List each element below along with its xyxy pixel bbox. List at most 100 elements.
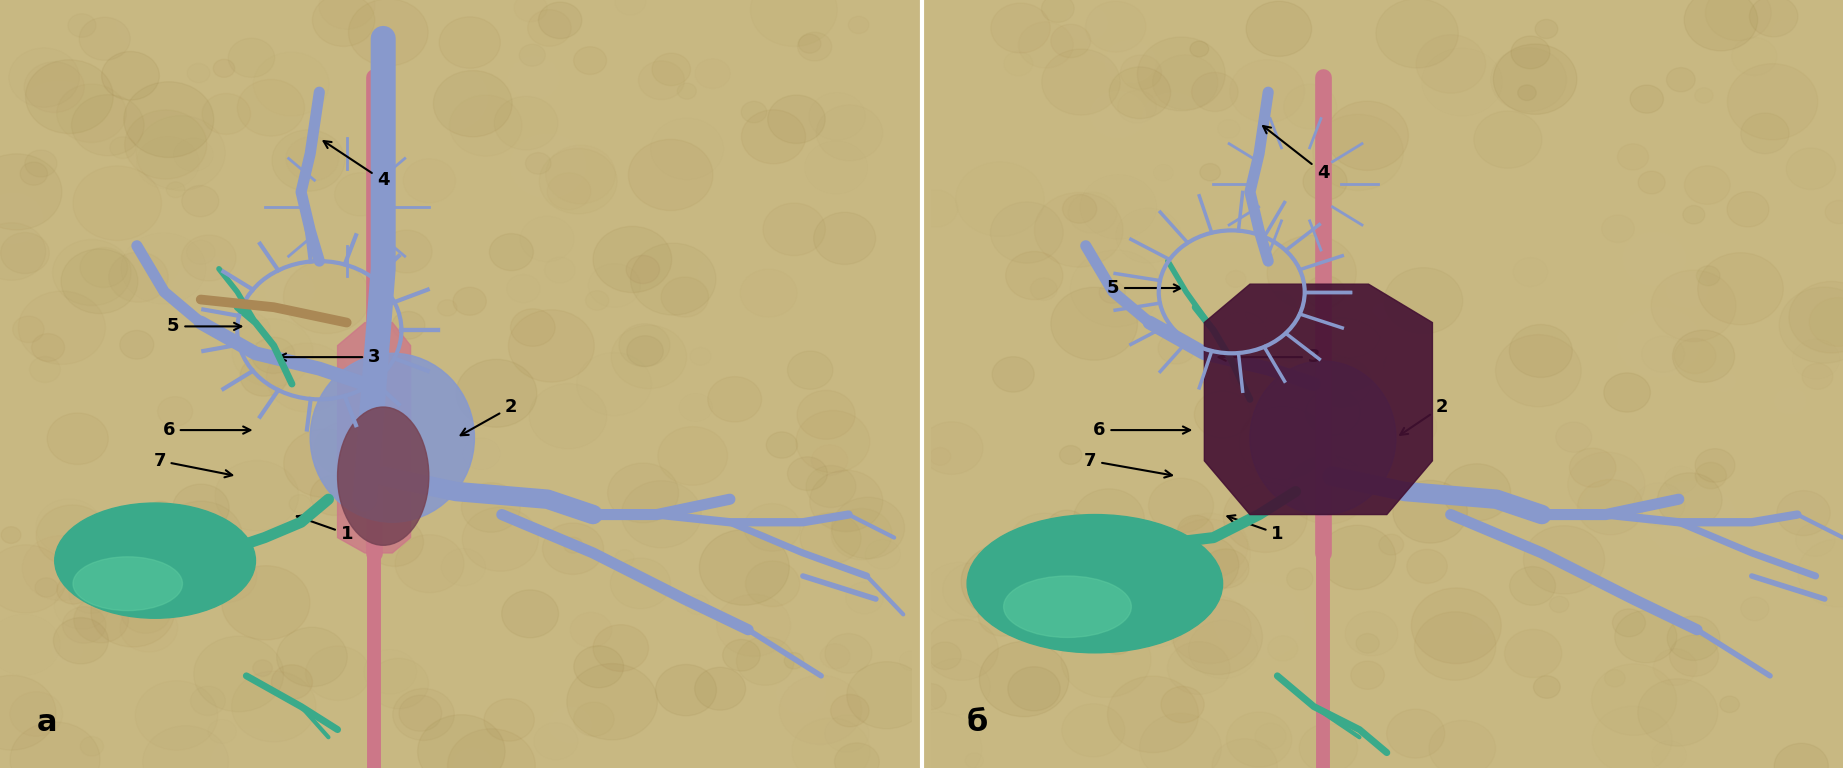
Circle shape xyxy=(1616,307,1701,377)
Circle shape xyxy=(170,257,258,331)
Circle shape xyxy=(1224,482,1307,552)
Circle shape xyxy=(1106,41,1156,83)
Circle shape xyxy=(708,376,761,422)
Circle shape xyxy=(1406,549,1447,584)
Text: 5: 5 xyxy=(168,317,241,336)
Circle shape xyxy=(1613,609,1646,637)
Circle shape xyxy=(1277,339,1303,362)
Circle shape xyxy=(1570,449,1616,487)
Circle shape xyxy=(313,422,378,475)
Circle shape xyxy=(769,95,826,144)
Circle shape xyxy=(1377,0,1458,68)
Circle shape xyxy=(1320,525,1395,590)
Text: 2: 2 xyxy=(461,398,518,435)
Circle shape xyxy=(741,110,805,164)
Circle shape xyxy=(649,553,686,584)
Circle shape xyxy=(682,259,704,276)
Circle shape xyxy=(265,270,315,311)
Text: 7: 7 xyxy=(1084,452,1172,478)
Circle shape xyxy=(74,546,120,586)
Circle shape xyxy=(1034,28,1067,57)
Text: 3: 3 xyxy=(278,348,380,366)
Circle shape xyxy=(252,660,273,677)
Circle shape xyxy=(630,276,680,318)
Circle shape xyxy=(992,356,1034,392)
Circle shape xyxy=(1200,164,1220,181)
Circle shape xyxy=(698,529,789,605)
Circle shape xyxy=(652,53,691,85)
Circle shape xyxy=(662,277,710,317)
Circle shape xyxy=(1108,581,1185,646)
Circle shape xyxy=(1578,479,1644,535)
Circle shape xyxy=(776,672,826,713)
Circle shape xyxy=(1583,471,1673,546)
Circle shape xyxy=(969,81,1001,108)
Circle shape xyxy=(1051,25,1091,58)
Text: 4: 4 xyxy=(324,141,389,190)
Circle shape xyxy=(509,57,560,100)
Circle shape xyxy=(1386,709,1445,758)
Circle shape xyxy=(628,140,713,210)
Circle shape xyxy=(1213,207,1255,243)
Circle shape xyxy=(534,493,592,541)
Circle shape xyxy=(695,667,746,710)
Circle shape xyxy=(1504,629,1561,677)
Circle shape xyxy=(979,594,1028,636)
Circle shape xyxy=(90,577,175,647)
Circle shape xyxy=(831,694,870,727)
Circle shape xyxy=(1771,20,1802,45)
Circle shape xyxy=(52,638,83,664)
Text: 6: 6 xyxy=(1093,421,1191,439)
Ellipse shape xyxy=(55,503,256,618)
Circle shape xyxy=(568,664,658,740)
Circle shape xyxy=(743,511,796,556)
Circle shape xyxy=(2,527,20,544)
Circle shape xyxy=(1509,324,1572,377)
Text: а: а xyxy=(37,708,57,737)
Circle shape xyxy=(1755,670,1799,707)
Circle shape xyxy=(439,17,499,68)
Circle shape xyxy=(1629,85,1664,113)
Circle shape xyxy=(1666,68,1696,92)
Circle shape xyxy=(48,413,109,465)
Circle shape xyxy=(332,737,358,759)
Ellipse shape xyxy=(74,557,182,611)
Circle shape xyxy=(1327,101,1408,170)
Circle shape xyxy=(1303,163,1347,200)
Circle shape xyxy=(1696,449,1734,482)
Circle shape xyxy=(101,51,158,100)
Text: 1: 1 xyxy=(297,515,354,543)
Circle shape xyxy=(1091,91,1146,138)
Circle shape xyxy=(116,0,190,52)
Circle shape xyxy=(214,59,234,78)
Circle shape xyxy=(120,330,153,359)
Circle shape xyxy=(595,307,676,376)
Circle shape xyxy=(1379,535,1404,555)
Circle shape xyxy=(453,287,487,315)
Circle shape xyxy=(1148,478,1213,533)
Circle shape xyxy=(1727,192,1769,227)
Circle shape xyxy=(1721,159,1749,182)
Circle shape xyxy=(210,90,245,120)
Text: 7: 7 xyxy=(153,452,232,477)
Circle shape xyxy=(1047,510,1087,544)
Circle shape xyxy=(1712,372,1736,392)
Circle shape xyxy=(210,729,297,768)
Circle shape xyxy=(125,110,206,179)
Circle shape xyxy=(796,390,855,439)
Circle shape xyxy=(1143,93,1202,143)
Circle shape xyxy=(1412,588,1502,664)
Circle shape xyxy=(1063,194,1097,223)
Circle shape xyxy=(627,336,663,366)
Circle shape xyxy=(1532,409,1592,459)
Circle shape xyxy=(1246,2,1312,56)
Circle shape xyxy=(874,260,920,299)
Circle shape xyxy=(0,154,63,230)
Circle shape xyxy=(1351,187,1403,231)
Circle shape xyxy=(1443,464,1511,521)
Circle shape xyxy=(1051,287,1137,360)
Circle shape xyxy=(511,134,586,198)
Circle shape xyxy=(1473,616,1495,634)
Circle shape xyxy=(153,0,219,34)
Circle shape xyxy=(365,518,424,567)
